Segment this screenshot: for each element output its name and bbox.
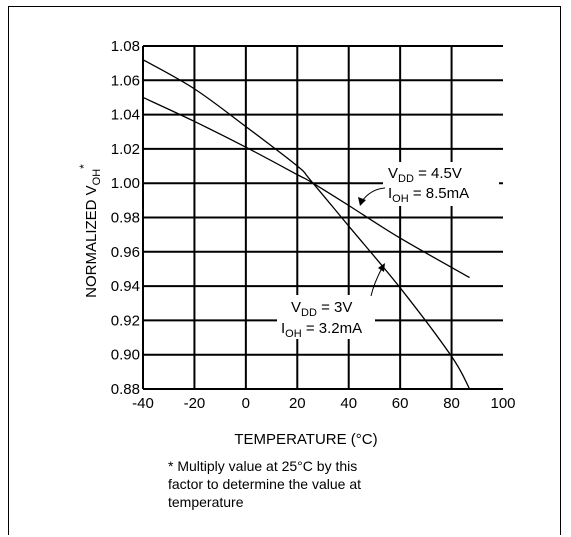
- annotation-4.5v-arrow: [361, 187, 386, 202]
- x-tick-label: 0: [242, 395, 250, 412]
- y-axis-title: NORMALIZED VOH*: [77, 164, 103, 298]
- x-tick-label: 60: [392, 395, 409, 412]
- x-axis-title: TEMPERATURE (°C): [234, 431, 377, 448]
- y-tick-label: 1.02: [111, 141, 140, 158]
- annotation-4.5v-arrowhead: [358, 197, 366, 206]
- annotation-3v-line2: IOH = 3.2mA: [281, 320, 362, 340]
- x-tick-label: -40: [132, 395, 154, 412]
- annotation-3v-line1: VDD = 3V: [291, 299, 352, 319]
- x-tick-label: 80: [443, 395, 460, 412]
- y-tick-label: 0.96: [111, 244, 140, 261]
- x-tick-label: 20: [289, 395, 306, 412]
- y-tick-label: 1.08: [111, 38, 140, 55]
- footnote-line-2: factor to determine the value at: [168, 476, 361, 492]
- y-tick-label: 0.92: [111, 312, 140, 329]
- x-tick-label: -20: [184, 395, 206, 412]
- y-tick-label: 1.06: [111, 72, 140, 89]
- y-tick-label: 0.90: [111, 347, 140, 364]
- annotation-4.5v-line1: VDD = 4.5V: [388, 165, 462, 185]
- annotation-3v-arrow: [370, 267, 383, 297]
- y-tick-label: 1.04: [111, 107, 140, 124]
- x-tick-label: 100: [490, 395, 515, 412]
- tick-labels: -40 -20 0 20 40 60 80 100 0.88 0.90 0.92 0.94 0.96 0.…: [111, 38, 516, 412]
- grid-lines: [142, 45, 503, 390]
- footnote-line-3: temperature: [168, 494, 244, 510]
- figure-frame: [8, 6, 561, 535]
- y-tick-label: 0.94: [111, 278, 140, 295]
- footnote-line-1: * Multiply value at 25°C by this: [168, 458, 357, 474]
- series-line-2: [142, 59, 471, 390]
- series-line-1: [142, 96, 470, 279]
- y-tick-label: 1.00: [111, 175, 140, 192]
- annotation-4.5v-line2: IOH = 8.5mA: [388, 185, 469, 205]
- y-tick-label: 0.98: [111, 210, 140, 227]
- y-tick-label: 0.88: [111, 381, 140, 398]
- annotation-3v-arrowhead: [378, 263, 385, 272]
- series-lines: [142, 59, 471, 390]
- x-tick-label: 40: [340, 395, 357, 412]
- annotation-4.5v-background: [383, 162, 499, 206]
- annotation-3v-background: [277, 295, 375, 339]
